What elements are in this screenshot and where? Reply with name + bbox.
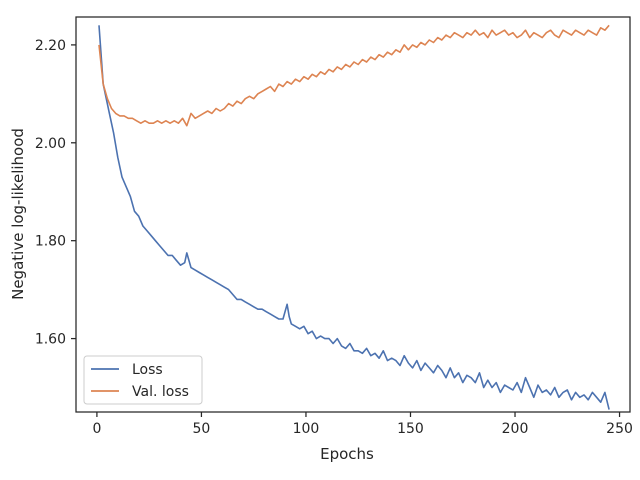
series-layer <box>98 24 610 410</box>
y-tick-label: 1.60 <box>35 332 66 348</box>
x-tick-label: 200 <box>502 421 529 437</box>
x-tick-label: 150 <box>397 421 424 437</box>
y-axis-title: Negative log-likelihood <box>9 128 27 300</box>
y-tick-label: 2.20 <box>35 38 66 54</box>
series-line-loss <box>98 25 610 410</box>
x-tick-label: 50 <box>193 421 211 437</box>
legend: Loss Val. loss <box>83 355 203 405</box>
series-line-val-loss <box>98 24 610 127</box>
y-tick-label: 1.80 <box>35 234 66 250</box>
y-tick-label: 2.00 <box>35 136 66 152</box>
x-tick-label: 0 <box>92 421 101 437</box>
legend-label: Loss <box>132 362 163 378</box>
ticks-layer: 0 50 100 150 200 250 1.60 1.80 2.00 2.20 <box>35 38 633 437</box>
plot-frame <box>75 16 631 413</box>
x-axis-title: Epochs <box>320 445 374 463</box>
legend-label: Val. loss <box>132 384 189 400</box>
x-tick-label: 250 <box>606 421 633 437</box>
x-tick-label: 100 <box>293 421 320 437</box>
legend-box <box>83 355 203 405</box>
